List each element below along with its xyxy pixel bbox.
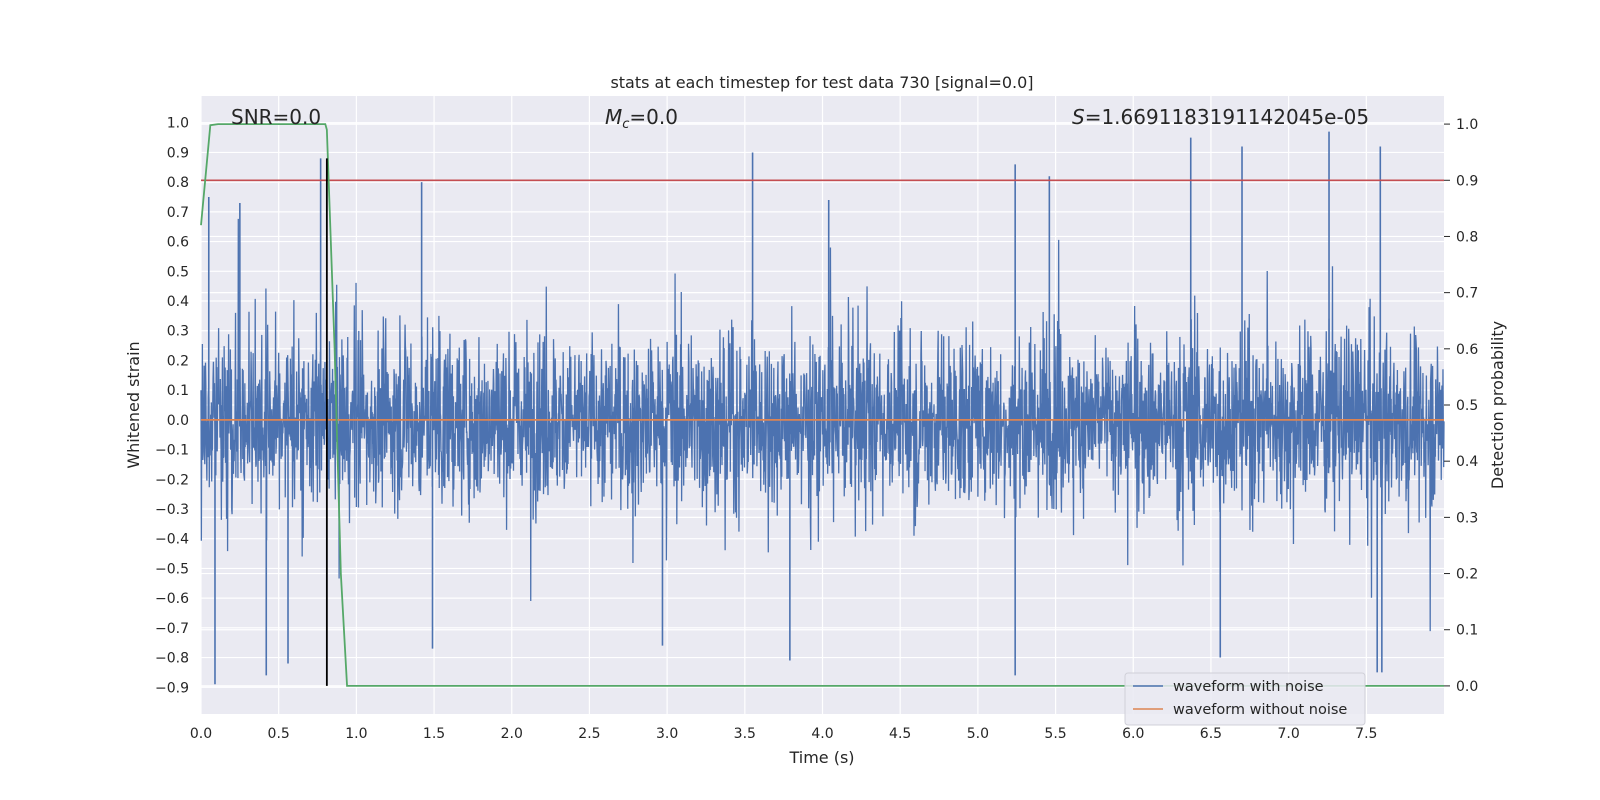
y-tick-label: −0.6: [155, 591, 189, 607]
annotation-mc-symbol: M: [605, 105, 622, 129]
x-tick-label: 6.5: [1200, 726, 1222, 742]
y-tick-label: 1.0: [167, 116, 189, 132]
x-tick-label: 5.5: [1044, 726, 1066, 742]
y-tick-label: −0.8: [155, 651, 189, 667]
y-tick-label: 0.2: [167, 353, 189, 369]
series-detection-probability: [200, 123, 1444, 687]
x-tick-label: 3.5: [734, 726, 756, 742]
y-tick-label: −0.4: [155, 532, 189, 548]
y2-tick-label: 0.7: [1456, 286, 1478, 302]
annotation-mc-sub: c: [622, 117, 629, 132]
overlay: [200, 123, 1444, 687]
x-tick-label: 4.5: [889, 726, 911, 742]
x-tick-label: 5.0: [967, 726, 989, 742]
y2-tick-label: 0.6: [1456, 342, 1478, 358]
y2-tick-label: 1.0: [1456, 117, 1478, 133]
x-tick-label: 2.0: [501, 726, 523, 742]
y-tick-label: −0.3: [155, 502, 189, 518]
y-tick-label: 0.6: [167, 235, 189, 251]
legend-label-clean: waveform without noise: [1173, 702, 1347, 718]
y-tick-label: 0.8: [167, 175, 189, 191]
annotation-s-value: =1.6691183191142045e-05: [1085, 105, 1369, 129]
y2-tick-label: 0.4: [1456, 454, 1478, 470]
y2-tick-label: 0.9: [1456, 173, 1478, 189]
y-tick-label: −0.9: [155, 680, 189, 696]
annotation-s: S=1.6691183191142045e-05: [1072, 105, 1369, 129]
y2-tick-label: 0.1: [1456, 623, 1478, 639]
series-waveform-with-noise: [200, 131, 1445, 685]
x-tick-label: 1.0: [345, 726, 367, 742]
x-axis-label: Time (s): [788, 748, 854, 767]
y2-axis-label: Detection probability: [1488, 321, 1507, 489]
y-tick-label: −0.1: [155, 443, 189, 459]
y-tick-label: 0.0: [167, 413, 189, 429]
y2-tick-label: 0.2: [1456, 567, 1478, 583]
y-tick-label: 0.1: [167, 383, 189, 399]
y-tick-label: 0.4: [167, 294, 189, 310]
legend-box: [1124, 672, 1366, 726]
y-tick-label: 0.5: [167, 264, 189, 280]
x-tick-label: 7.5: [1355, 726, 1377, 742]
y2-tick-label: 0.3: [1456, 510, 1478, 526]
y-tick-label: −0.5: [155, 561, 189, 577]
ticks: 0.0 0.5 1.0 1.5 2.0 2.5 3.0 3.5 4.0 4.5 5.0 5.5 6.0 6…: [155, 116, 1478, 742]
y-tick-label: −0.7: [155, 621, 189, 637]
y-tick-label: 0.9: [167, 145, 189, 161]
y2-tick-label: 0.8: [1456, 229, 1478, 245]
x-tick-label: 3.0: [656, 726, 678, 742]
y-tick-label: 0.7: [167, 205, 189, 221]
annotation-s-symbol: S: [1072, 105, 1085, 129]
y2-tick-label: 0.0: [1456, 679, 1478, 695]
x-tick-label: 1.5: [423, 726, 445, 742]
legend: waveform with noise waveform without noi…: [1124, 672, 1366, 726]
noise-trace: [200, 218, 1445, 632]
y-axis-label: Whitened strain: [124, 341, 143, 468]
x-tick-label: 7.0: [1277, 726, 1299, 742]
legend-label-noise: waveform with noise: [1173, 679, 1324, 695]
annotation-snr: SNR=0.0: [231, 105, 321, 129]
y-tick-label: −0.2: [155, 472, 189, 488]
chart-title: stats at each timestep for test data 730…: [610, 73, 1033, 92]
x-tick-label: 6.0: [1122, 726, 1144, 742]
annotation-mc: Mc=0.0: [605, 105, 678, 132]
x-tick-label: 4.0: [811, 726, 833, 742]
x-tick-label: 0.5: [268, 726, 290, 742]
y2-tick-label: 0.5: [1456, 398, 1478, 414]
y-tick-label: 0.3: [167, 324, 189, 340]
x-tick-label: 0.0: [190, 726, 212, 742]
x-tick-label: 2.5: [578, 726, 600, 742]
annotation-mc-value: =0.0: [629, 105, 678, 129]
